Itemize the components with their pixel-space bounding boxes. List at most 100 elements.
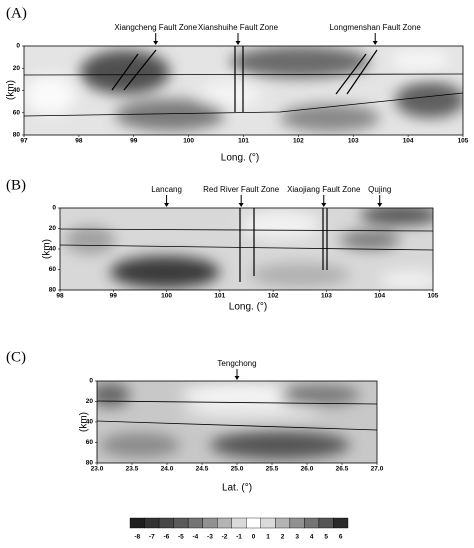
colorbar-swatch xyxy=(275,517,291,529)
y-tick-label: 40 xyxy=(49,246,57,253)
y-tick-label: 80 xyxy=(86,460,94,467)
colorbar-swatch xyxy=(304,517,320,529)
colorbar-swatch xyxy=(231,517,247,529)
colorbar-label: -8 xyxy=(134,534,140,541)
y-tick-label: 60 xyxy=(86,439,94,446)
x-tick-label: 98 xyxy=(75,138,83,145)
x-tick-label: 101 xyxy=(238,138,249,145)
annotation: Longmenshan Fault Zone xyxy=(330,23,422,32)
colorbar-label: 5 xyxy=(324,534,328,541)
x-tick-label: 27.0 xyxy=(371,466,384,473)
tomography-field-a xyxy=(24,46,463,135)
arrow-head xyxy=(238,203,244,207)
arrow-head xyxy=(377,203,383,207)
colorbar-swatch xyxy=(129,517,145,529)
colorbar-label: -2 xyxy=(222,534,228,541)
panel-label: (C) xyxy=(6,349,26,365)
panel-label: (B) xyxy=(6,177,26,193)
y-tick-label: 80 xyxy=(49,287,57,294)
colorbar-swatch xyxy=(158,517,174,529)
x-axis-title: Lat. (°) xyxy=(222,483,252,494)
x-tick-label: 26.0 xyxy=(301,466,314,473)
y-axis-title: (km) xyxy=(42,239,53,259)
x-tick-label: 24.0 xyxy=(161,466,174,473)
annotation: Tengchong xyxy=(217,359,256,368)
x-tick-label: 103 xyxy=(321,293,332,300)
panel-label: (A) xyxy=(6,5,27,21)
annotation: Red River Fault Zone xyxy=(203,185,280,194)
y-tick-label: 80 xyxy=(13,132,21,139)
x-tick-label: 102 xyxy=(268,293,279,300)
x-tick-label: 24.5 xyxy=(196,466,209,473)
y-tick-label: 0 xyxy=(52,205,56,212)
colorbar-label: 4 xyxy=(310,534,314,541)
annotation: Xiangcheng Fault Zone xyxy=(114,23,197,32)
annotation: Xianshuihe Fault Zone xyxy=(198,23,279,32)
x-tick-label: 99 xyxy=(130,138,138,145)
y-tick-label: 20 xyxy=(49,225,57,232)
colorbar-label: 0 xyxy=(252,534,256,541)
x-tick-label: 98 xyxy=(56,293,64,300)
x-tick-label: 26.5 xyxy=(336,466,349,473)
colorbar-label: -1 xyxy=(236,534,242,541)
x-tick-label: 97 xyxy=(20,138,28,145)
colorbar-swatch xyxy=(144,517,160,529)
x-tick-label: 25.5 xyxy=(266,466,279,473)
arrow-head xyxy=(235,41,241,45)
annotation: Qujing xyxy=(368,185,391,194)
x-tick-label: 103 xyxy=(348,138,359,145)
colorbar-swatch xyxy=(202,517,218,529)
x-tick-label: 104 xyxy=(374,293,385,300)
colorbar-label: 1 xyxy=(266,534,270,541)
y-tick-label: 0 xyxy=(16,43,20,50)
colorbar-swatch xyxy=(216,517,232,529)
x-tick-label: 25.0 xyxy=(231,466,244,473)
y-tick-label: 40 xyxy=(13,87,21,94)
x-tick-label: 100 xyxy=(161,293,172,300)
x-tick-label: 104 xyxy=(403,138,414,145)
y-axis-title: (km) xyxy=(6,80,17,100)
x-axis-title: Long. (°) xyxy=(229,302,267,313)
colorbar-label: 6 xyxy=(339,534,343,541)
colorbar-swatch xyxy=(246,517,261,529)
y-tick-label: 40 xyxy=(86,419,94,426)
arrow-head xyxy=(153,41,159,45)
arrow-head xyxy=(372,41,378,45)
colorbar-swatch xyxy=(173,517,189,529)
x-tick-label: 99 xyxy=(110,293,118,300)
colorbar-swatch xyxy=(260,517,276,529)
colorbar-swatch xyxy=(187,517,203,529)
annotation: Lancang xyxy=(151,185,182,194)
colorbar-label: -3 xyxy=(207,534,213,541)
tomography-field-c xyxy=(97,381,377,463)
colorbar-swatch xyxy=(333,517,349,529)
annotation: Xiaojiang Fault Zone xyxy=(287,185,361,194)
x-axis-title: Long. (°) xyxy=(221,153,259,164)
y-tick-label: 0 xyxy=(89,378,93,385)
colorbar-label: 2 xyxy=(281,534,285,541)
colorbar-swatch xyxy=(289,517,305,529)
x-tick-label: 101 xyxy=(214,293,225,300)
x-tick-label: 105 xyxy=(428,293,439,300)
x-tick-label: 102 xyxy=(293,138,304,145)
colorbar-label: -6 xyxy=(163,534,169,541)
colorbar-label: 3 xyxy=(295,534,299,541)
arrow-head xyxy=(234,376,240,380)
colorbar-label: -5 xyxy=(178,534,184,541)
x-tick-label: 23.0 xyxy=(91,466,104,473)
arrow-head xyxy=(321,203,327,207)
y-tick-label: 60 xyxy=(13,109,21,116)
x-tick-label: 100 xyxy=(183,138,194,145)
colorbar-label: -4 xyxy=(193,534,199,541)
y-tick-label: 20 xyxy=(86,398,94,405)
colorbar-label: -7 xyxy=(149,534,155,541)
y-tick-label: 60 xyxy=(49,266,57,273)
y-axis-title: (km) xyxy=(79,412,90,432)
arrow-head xyxy=(164,203,170,207)
y-tick-label: 20 xyxy=(13,65,21,72)
tomography-field-b xyxy=(60,208,433,290)
x-tick-label: 105 xyxy=(458,138,469,145)
x-tick-label: 23.5 xyxy=(126,466,139,473)
colorbar-swatch xyxy=(318,517,334,529)
